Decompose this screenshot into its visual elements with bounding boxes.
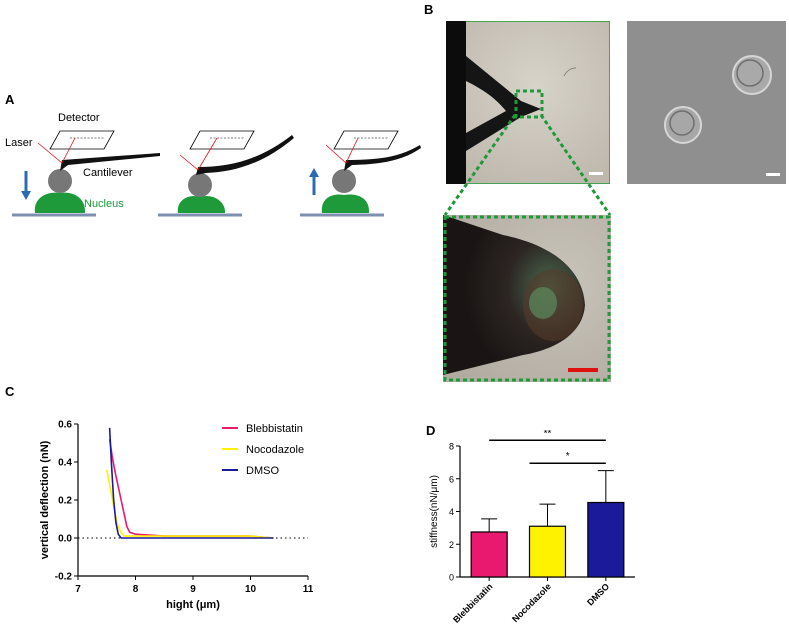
x-tick-label: Nocodazole [510, 581, 553, 624]
tip-zoom-micrograph [443, 215, 611, 382]
y-axis-title: stiffness(nN/μm) [429, 475, 440, 548]
y-tick-label: 0 [449, 573, 454, 583]
x-tick-label: DMSO [585, 581, 611, 607]
legend-label: Blebbistatin [246, 423, 303, 435]
cell-micrograph [627, 21, 786, 184]
panel-label-a: A [5, 92, 15, 107]
bar-dmso [587, 501, 625, 578]
afm-schematic [12, 130, 421, 217]
series-line-nocodazole [105, 469, 274, 539]
y-tick-label: 6 [449, 474, 454, 484]
schematic-step-retract [300, 130, 421, 217]
significance-label: * [566, 451, 570, 462]
y-tick-label: 0.0 [58, 534, 72, 545]
series-line-dmso [108, 427, 274, 539]
y-tick-label: 0.2 [58, 496, 72, 507]
legend-label: DMSO [246, 465, 279, 477]
legend-label: Nocodazole [246, 444, 304, 456]
x-tick-label: Blebbistatin [451, 581, 494, 624]
x-tick-label: 10 [245, 584, 257, 595]
nucleus-label: Nucleus [84, 198, 124, 210]
detector-label: Detector [58, 112, 100, 124]
stiffness-bar-chart: 0 2 4 6 8 stiffness(nN/μm) Blebbistatin Nocodaz… [429, 430, 635, 625]
laser-label: Laser [5, 137, 33, 149]
significance-label: ** [544, 430, 552, 439]
y-tick-label: 4 [449, 507, 454, 517]
bar-blebbistatin [470, 531, 508, 578]
y-tick-label: 2 [449, 540, 454, 550]
x-axis-title: hight (μm) [166, 599, 220, 611]
panel-label-c: C [5, 384, 15, 399]
x-tick-label: 8 [133, 584, 139, 595]
y-tick-label: 8 [449, 442, 454, 452]
deflection-line-chart: -0.2 0.0 0.2 0.4 0.6 7 8 9 10 11 hight (μm) vertica… [39, 420, 314, 612]
schematic-step-contact [158, 130, 294, 217]
y-tick-label: 0.6 [58, 420, 72, 431]
cantilever-micrograph [446, 21, 610, 184]
bar-nocodazole [528, 525, 567, 578]
y-tick-label: -0.2 [55, 572, 73, 583]
x-tick-label: 9 [190, 584, 196, 595]
x-tick-label: 7 [75, 584, 81, 595]
zoom-connector [443, 114, 612, 216]
x-tick-label: 11 [303, 584, 314, 595]
y-tick-label: 0.4 [58, 458, 72, 469]
schematic-step-approach [12, 130, 160, 217]
panel-label-b: B [424, 2, 434, 17]
panel-label-d: D [426, 423, 436, 438]
y-axis-title: vertical deflection (nN) [39, 440, 51, 559]
cantilever-label: Cantilever [83, 167, 133, 179]
